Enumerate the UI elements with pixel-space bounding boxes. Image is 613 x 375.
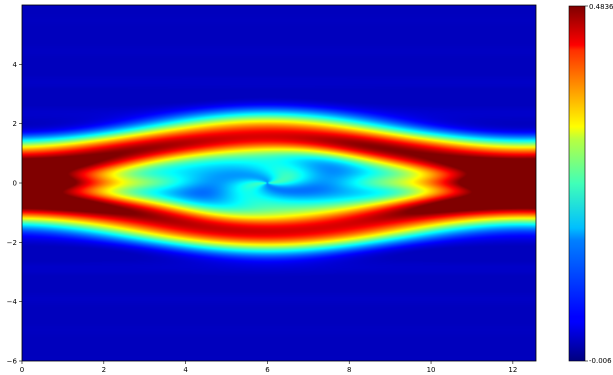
y-axis-ticks: −6 −4 −2 0 2 4 [7,61,22,366]
colorbar-max-label: 0.4836 [589,3,613,11]
colorbar-min-label: -0.006 [589,357,612,365]
x-tick-label: 10 [427,366,436,374]
x-tick-label: 0 [20,366,24,374]
x-tick-label: 8 [347,366,351,374]
y-tick-label: −2 [7,239,17,247]
x-axis-ticks: 0 2 4 6 8 10 12 [20,361,517,374]
y-tick-label: −4 [7,298,18,306]
colorbar-gradient [568,5,586,362]
heatmap-plot-area [21,4,537,362]
x-tick-label: 4 [183,366,188,374]
x-tick-label: 12 [508,366,517,374]
heatmap-image-frame [22,5,536,361]
y-tick-label: 2 [13,120,17,128]
y-tick-label: 0 [13,180,17,188]
y-tick-label: −6 [7,358,18,366]
x-tick-label: 2 [102,366,106,374]
heatmap-canvas [22,5,536,361]
colorbar: 0.4836 -0.006 [568,3,613,365]
x-tick-label: 6 [265,366,270,374]
y-tick-label: 4 [13,61,18,69]
